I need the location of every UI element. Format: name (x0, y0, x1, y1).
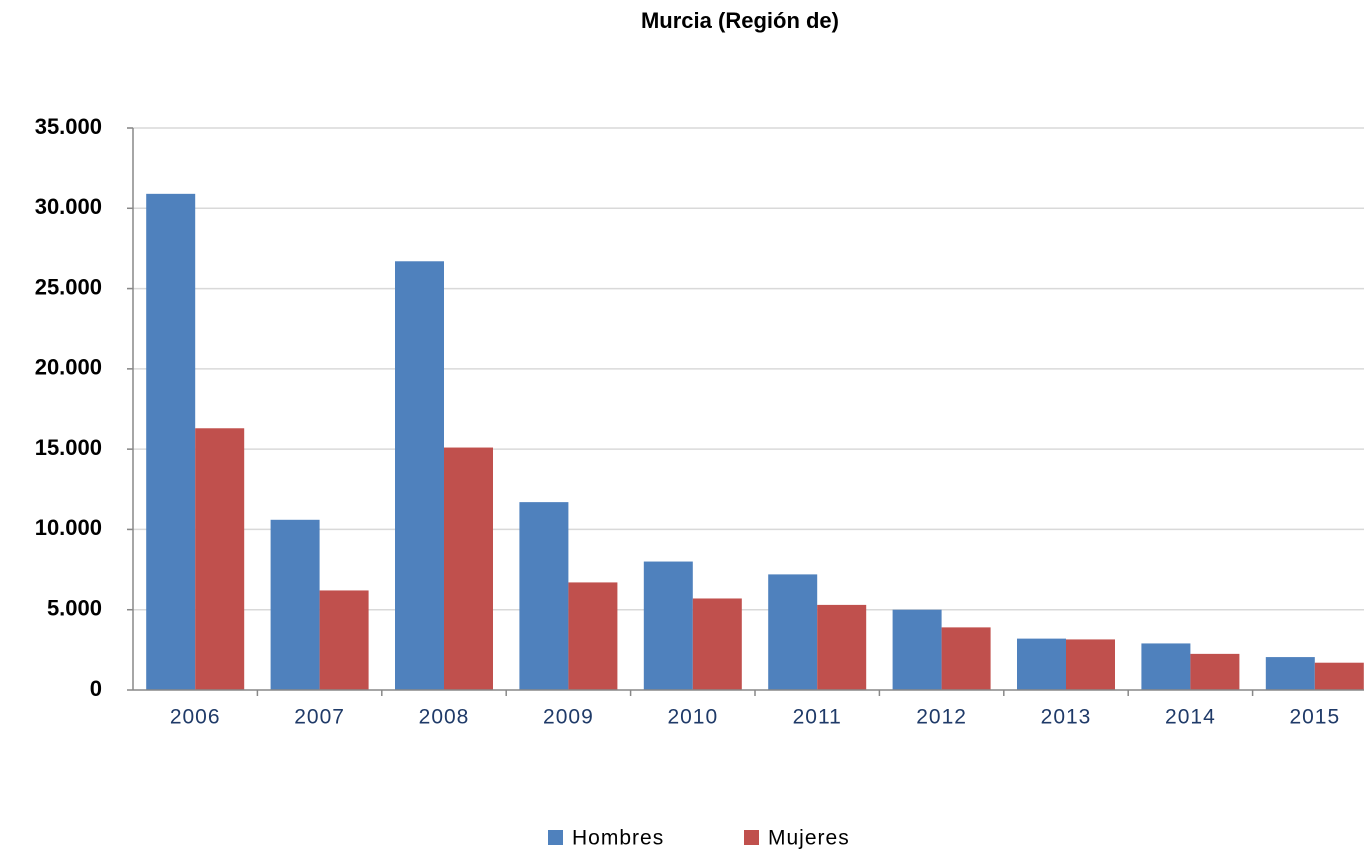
y-tick-label: 0 (90, 676, 102, 701)
bar (692, 598, 742, 690)
bar (270, 519, 320, 690)
x-tick-label: 2015 (1289, 706, 1340, 729)
chart-title: Murcia (Región de) (641, 8, 839, 33)
bar (892, 609, 942, 690)
bar (768, 574, 818, 690)
x-tick-label: 2014 (1165, 706, 1216, 729)
x-tick-label: 2012 (916, 706, 967, 729)
legend-label: Mujeres (768, 827, 850, 850)
x-tick-label: 2008 (419, 706, 470, 729)
bar (1314, 662, 1364, 690)
x-tick-label: 2011 (793, 706, 842, 729)
bar (568, 582, 618, 690)
y-tick-label: 35.000 (35, 114, 102, 139)
bar (519, 502, 569, 690)
bar (643, 561, 693, 690)
x-tick-label: 2007 (294, 706, 345, 729)
bar (395, 261, 444, 690)
y-tick-label: 15.000 (35, 435, 102, 460)
bar (195, 428, 245, 690)
bar (817, 604, 867, 690)
x-tick-label: 2006 (170, 706, 221, 729)
bar (1265, 657, 1315, 690)
y-tick-label: 20.000 (35, 355, 102, 380)
x-tick-label: 2013 (1041, 706, 1092, 729)
x-tick-label: 2009 (543, 706, 594, 729)
y-tick-label: 10.000 (35, 515, 102, 540)
bar (1190, 653, 1240, 690)
bar (444, 447, 493, 690)
x-tick-label: 2010 (667, 706, 718, 729)
y-tick-label: 5.000 (47, 596, 102, 621)
bar (1066, 639, 1115, 690)
bar (1141, 643, 1191, 690)
legend-label: Hombres (572, 827, 664, 850)
legend-swatch (744, 830, 759, 845)
bar (146, 193, 196, 690)
bar (941, 627, 991, 690)
y-tick-label: 25.000 (35, 274, 102, 299)
bar (1017, 638, 1066, 690)
legend-swatch (548, 830, 563, 845)
bar (319, 590, 369, 690)
y-tick-label: 30.000 (35, 194, 102, 219)
